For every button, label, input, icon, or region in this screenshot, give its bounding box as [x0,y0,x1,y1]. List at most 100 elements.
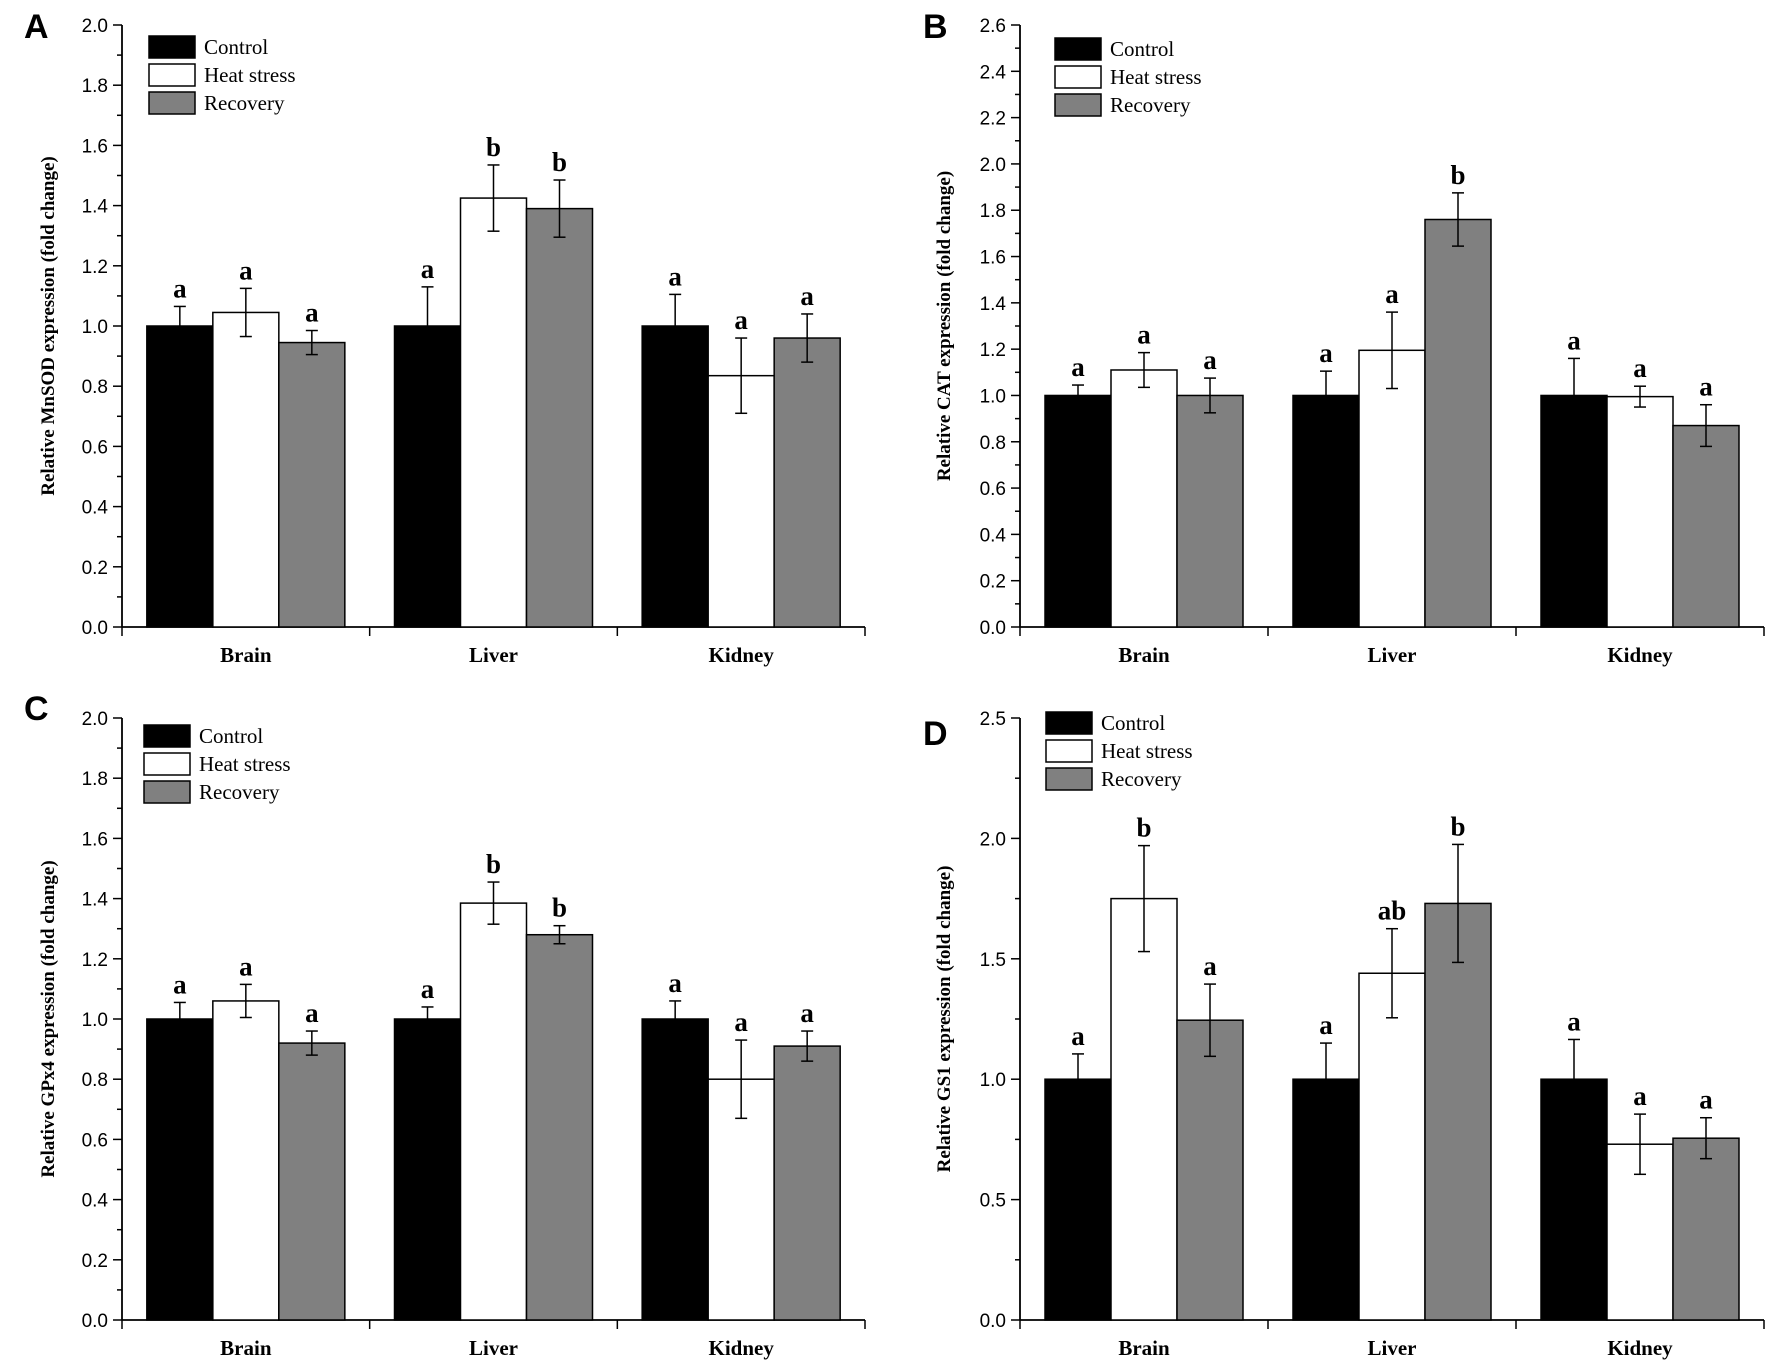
panel-d-category-label-kidney: Kidney [1607,1336,1673,1360]
panel-b-y-tick-label: 1.8 [980,201,1006,222]
panel-b-legend-label-control: Control [1110,37,1174,61]
panel-d-bar-brain-control [1044,1078,1112,1321]
panel-b-significance-letter: a [1071,352,1085,382]
panel-b-y-axis-label: Relative CAT expression (fold change) [934,171,955,481]
panel-a-y-axis-label: Relative MnSOD expression (fold change) [38,156,59,496]
panel-d-y-tick-label: 0.5 [980,1191,1006,1212]
panel-a-legend-label-recovery: Recovery [204,91,285,115]
panel-d-bar-liver-recovery [1424,902,1492,1321]
panel-b-category-label-brain: Brain [1118,643,1170,667]
panel-b-y-tick-label: 2.2 [980,109,1006,130]
panel-c-legend-label-control: Control [199,724,263,748]
panel-a-significance-letter: a [173,273,187,303]
panel-b-y-tick-label: 0.4 [980,525,1007,546]
panel-a: A Relative MnSOD expression (fold change)… [24,8,866,667]
panel-b-bar-kidney-control [1540,394,1608,628]
panel-b-significance-letter: a [1319,338,1333,368]
panel-a-bar-liver-control [393,325,462,628]
panel-a-y-tick-label: 0.0 [82,618,108,639]
panel-c-legend-label-recovery: Recovery [199,780,280,804]
panel-d-significance-letter: b [1450,811,1465,841]
panel-c-y-tick-label: 1.0 [82,1010,108,1031]
panel-b-y-tick-label: 2.6 [980,16,1006,37]
panel-c-significance-letter: b [552,893,567,923]
panel-c-significance-letter: a [173,969,187,999]
panel-a-category-label-brain: Brain [220,643,272,667]
panel-b: B Relative CAT expression (fold change) 0.… [923,8,1765,667]
panel-c-category-label-liver: Liver [469,1336,518,1360]
panel-c-bar-liver-control [393,1018,462,1321]
panel-b-significance-letter: a [1699,372,1713,402]
panel-d-significance-letter: a [1567,1006,1581,1036]
panel-a-bar-liver-heat-stress [459,197,528,628]
panel-a-y-tick-label: 0.6 [82,437,108,458]
panel-a-y-tick-label: 0.4 [82,498,109,519]
panel-a-y-tick-label: 1.8 [82,76,108,97]
panel-a-significance-letter: a [734,305,748,335]
panel-a-y-tick-label: 0.8 [82,377,108,398]
panel-c-category-label-brain: Brain [220,1336,272,1360]
panel-c-significance-letter: a [800,998,814,1028]
panel-c-category-label-kidney: Kidney [708,1336,774,1360]
panel-c-bar-brain-control [146,1018,214,1321]
panel-d-category-label-brain: Brain [1118,1336,1170,1360]
panel-b-bar-liver-control [1292,394,1360,628]
panel-a-bar-kidney-control [641,325,709,628]
panel-c-y-tick-label: 2.0 [82,709,108,730]
panel-a-significance-letter: a [239,255,253,285]
panel-c-significance-letter: a [668,968,682,998]
panel-c-significance-letter: a [734,1007,748,1037]
panel-d-y-tick-label: 2.0 [980,829,1006,850]
panel-c-significance-letter: a [305,998,319,1028]
panel-c-y-tick-label: 1.4 [82,890,109,911]
panel-d-bar-liver-heat-stress [1358,972,1426,1321]
panel-d-bar-brain-recovery [1176,1019,1244,1321]
panel-a-legend-swatch-recovery [148,91,196,115]
panel-b-significance-letter: a [1567,325,1581,355]
panel-b-bar-brain-recovery [1176,394,1244,628]
panel-b-y-tick-label: 1.6 [980,248,1006,269]
panel-d-y-tick-label: 1.5 [980,950,1006,971]
panel-d-significance-letter: a [1699,1085,1713,1115]
panel-b-bar-brain-heat-stress [1110,369,1178,628]
panel-c-bar-brain-heat-stress [212,1000,280,1321]
panel-a-legend-swatch-control [148,35,196,59]
panel-d-significance-letter: a [1319,1010,1333,1040]
panel-c-y-tick-label: 0.6 [82,1130,108,1151]
panel-b-significance-letter: a [1385,279,1399,309]
panel-c-significance-letter: a [239,951,253,981]
panel-d-bar-liver-control [1292,1078,1360,1321]
panel-c-y-tick-label: 1.6 [82,829,108,850]
panel-c-y-tick-label: 0.0 [82,1311,108,1332]
panel-c-bar-brain-recovery [278,1042,346,1321]
panel-a-significance-letter: b [552,147,567,177]
panel-c-legend-swatch-recovery [143,780,191,804]
panel-a-significance-letter: b [486,132,501,162]
panel-c: C Relative GPx4 expression (fold change) 0… [24,690,866,1360]
panel-b-y-tick-label: 1.4 [980,294,1007,315]
panel-b-bar-liver-recovery [1424,218,1492,628]
panel-c-y-tick-label: 0.8 [82,1070,108,1091]
panel-c-bar-kidney-recovery [773,1045,841,1321]
panel-d-legend-swatch-control [1045,711,1093,735]
panel-b-y-tick-label: 2.4 [980,62,1007,83]
panel-c-significance-letter: a [421,974,435,1004]
panel-d-significance-letter: ab [1378,896,1407,926]
panel-a-bar-brain-control [146,325,214,628]
panel-b-legend-label-recovery: Recovery [1110,93,1191,117]
panel-b-bar-liver-heat-stress [1358,349,1426,628]
panel-b-letter: B [923,8,948,46]
panel-b-legend-swatch-heat-stress [1054,65,1102,89]
panel-a-bar-kidney-recovery [773,337,841,628]
panel-c-y-tick-label: 0.4 [82,1191,109,1212]
panel-c-bar-kidney-control [641,1018,709,1321]
panel-b-significance-letter: a [1203,345,1217,375]
panel-a-y-tick-label: 1.0 [82,317,108,338]
panel-d-y-tick-label: 2.5 [980,709,1006,730]
panel-d-letter: D [923,715,948,753]
panel-d-bar-brain-heat-stress [1110,897,1178,1321]
panel-b-legend-swatch-recovery [1054,93,1102,117]
panel-a-y-tick-label: 1.2 [82,257,108,278]
panel-b-legend-swatch-control [1054,37,1102,61]
panel-c-legend-label-heat-stress: Heat stress [199,752,291,776]
